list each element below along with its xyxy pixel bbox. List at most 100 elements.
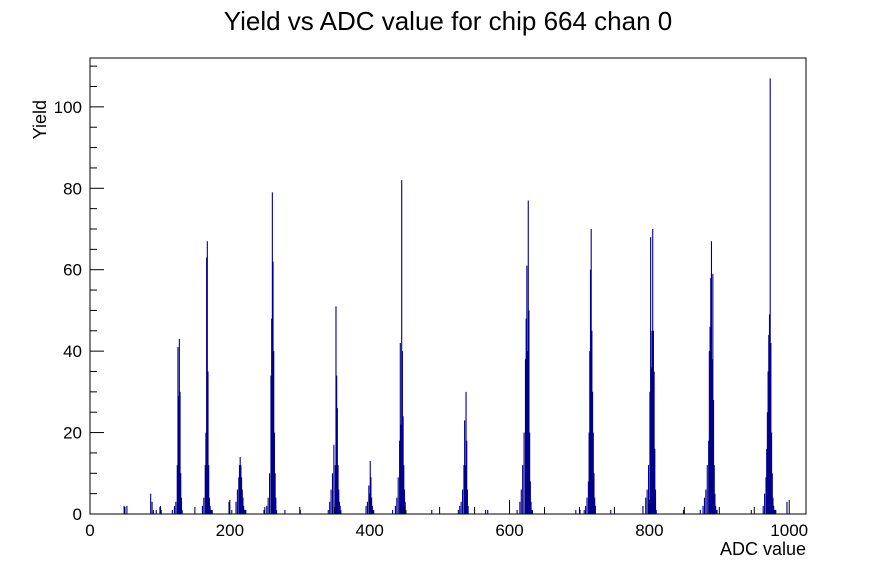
histogram-bar: [155, 509, 157, 514]
histogram-bar: [403, 489, 406, 514]
histogram-bar: [709, 326, 711, 514]
histogram-bar: [594, 497, 596, 514]
histogram-bar: [769, 78, 771, 515]
histogram-bar: [591, 330, 593, 514]
histogram-bar: [235, 501, 237, 514]
histogram-bar: [774, 509, 776, 514]
histogram-bar: [171, 509, 173, 514]
histogram-bar: [271, 192, 273, 515]
histogram-bar: [177, 347, 179, 514]
histogram-bar: [650, 367, 652, 514]
histogram-bar: [340, 509, 342, 514]
histogram-bar: [654, 489, 657, 514]
histogram-bar: [592, 432, 594, 514]
histogram-bar: [645, 497, 647, 514]
histogram-bar: [461, 489, 464, 514]
histogram-bar: [392, 509, 394, 514]
y-axis-ticks: 0 20 40 60 80 100: [54, 65, 104, 524]
histogram-bar: [650, 237, 652, 514]
histogram-bar: [587, 481, 589, 514]
histogram-bar: [465, 391, 467, 514]
histogram-bar: [586, 497, 588, 514]
x-tick-label: 400: [356, 521, 384, 540]
histogram-bar: [206, 241, 208, 514]
histogram-bar: [593, 473, 595, 514]
x-axis-ticks: 0 200 400 600 800 1000: [85, 500, 808, 540]
histogram-bar: [208, 497, 210, 514]
histogram-bar: [151, 501, 153, 514]
histogram-bar: [592, 391, 594, 514]
histogram-bar: [530, 501, 532, 514]
histogram-bar: [431, 509, 433, 514]
histogram-bar: [400, 424, 402, 514]
histogram-bar: [210, 509, 212, 514]
histogram-bar: [464, 465, 466, 514]
histogram-bar: [240, 465, 242, 514]
histogram-bar: [702, 505, 704, 514]
histogram-bar: [529, 481, 531, 514]
histogram-bar: [527, 351, 529, 514]
histogram-bar: [590, 229, 592, 514]
histogram-bar: [770, 343, 772, 514]
histogram-bar: [371, 505, 373, 514]
histogram-bar: [399, 440, 401, 514]
histogram-bar: [159, 505, 162, 514]
histogram-bar: [531, 509, 533, 514]
histogram-bar: [201, 505, 203, 514]
histogram-bar: [703, 497, 706, 514]
histogram-bar: [329, 501, 331, 514]
histogram-bar: [331, 473, 334, 514]
histogram-bar: [207, 371, 209, 514]
histogram-bar: [338, 501, 341, 514]
histogram-bar: [710, 277, 712, 514]
histogram-bar: [205, 432, 207, 514]
histogram-bar: [175, 501, 177, 514]
histogram-bar: [653, 371, 655, 514]
histogram-bar: [771, 432, 773, 514]
histogram-bar: [242, 497, 244, 514]
histogram-bar: [179, 391, 181, 514]
histogram-bar: [365, 505, 367, 514]
histogram-bar: [527, 200, 529, 514]
histogram-bar: [336, 408, 338, 514]
histogram-bar: [209, 505, 211, 514]
histogram-bar: [275, 509, 278, 514]
histogram-bar: [699, 509, 701, 514]
x-tick-label: 0: [85, 521, 94, 540]
histogram-bar: [270, 375, 272, 514]
histogram-bar: [123, 505, 125, 514]
histogram-bar: [208, 465, 210, 514]
histogram-bar: [786, 501, 788, 514]
histogram-bar: [339, 505, 341, 514]
histogram-bar: [589, 351, 591, 514]
histogram-bars: [123, 78, 788, 515]
histogram-bar: [647, 465, 650, 514]
histogram-bar: [397, 477, 399, 514]
histogram-bar: [775, 509, 777, 514]
histogram-bar: [610, 509, 612, 514]
histogram-bar: [338, 489, 340, 514]
histogram-bar: [228, 501, 230, 514]
histogram-bar: [299, 509, 301, 514]
histogram-bar: [526, 265, 528, 514]
histogram-bar: [654, 448, 656, 514]
histogram-bar: [772, 497, 774, 514]
chart-title: Yield vs ADC value for chip 664 chan 0: [224, 6, 673, 36]
histogram-bar: [180, 473, 182, 514]
y-tick-label: 100: [54, 98, 82, 117]
histogram-bar: [244, 509, 246, 514]
histogram-bar: [245, 509, 247, 514]
histogram-bar: [371, 497, 373, 514]
histogram-bar: [239, 457, 241, 514]
x-tick-label: 600: [495, 521, 523, 540]
histogram-bar: [516, 509, 518, 514]
histogram-bar: [203, 497, 205, 514]
y-tick-label: 60: [63, 261, 82, 280]
histogram-bar: [712, 273, 714, 514]
histogram-bar: [487, 509, 489, 514]
histogram-bar: [337, 465, 339, 514]
histogram-bar: [178, 395, 180, 514]
histogram-bar: [773, 505, 775, 514]
histogram-bar: [273, 351, 275, 514]
